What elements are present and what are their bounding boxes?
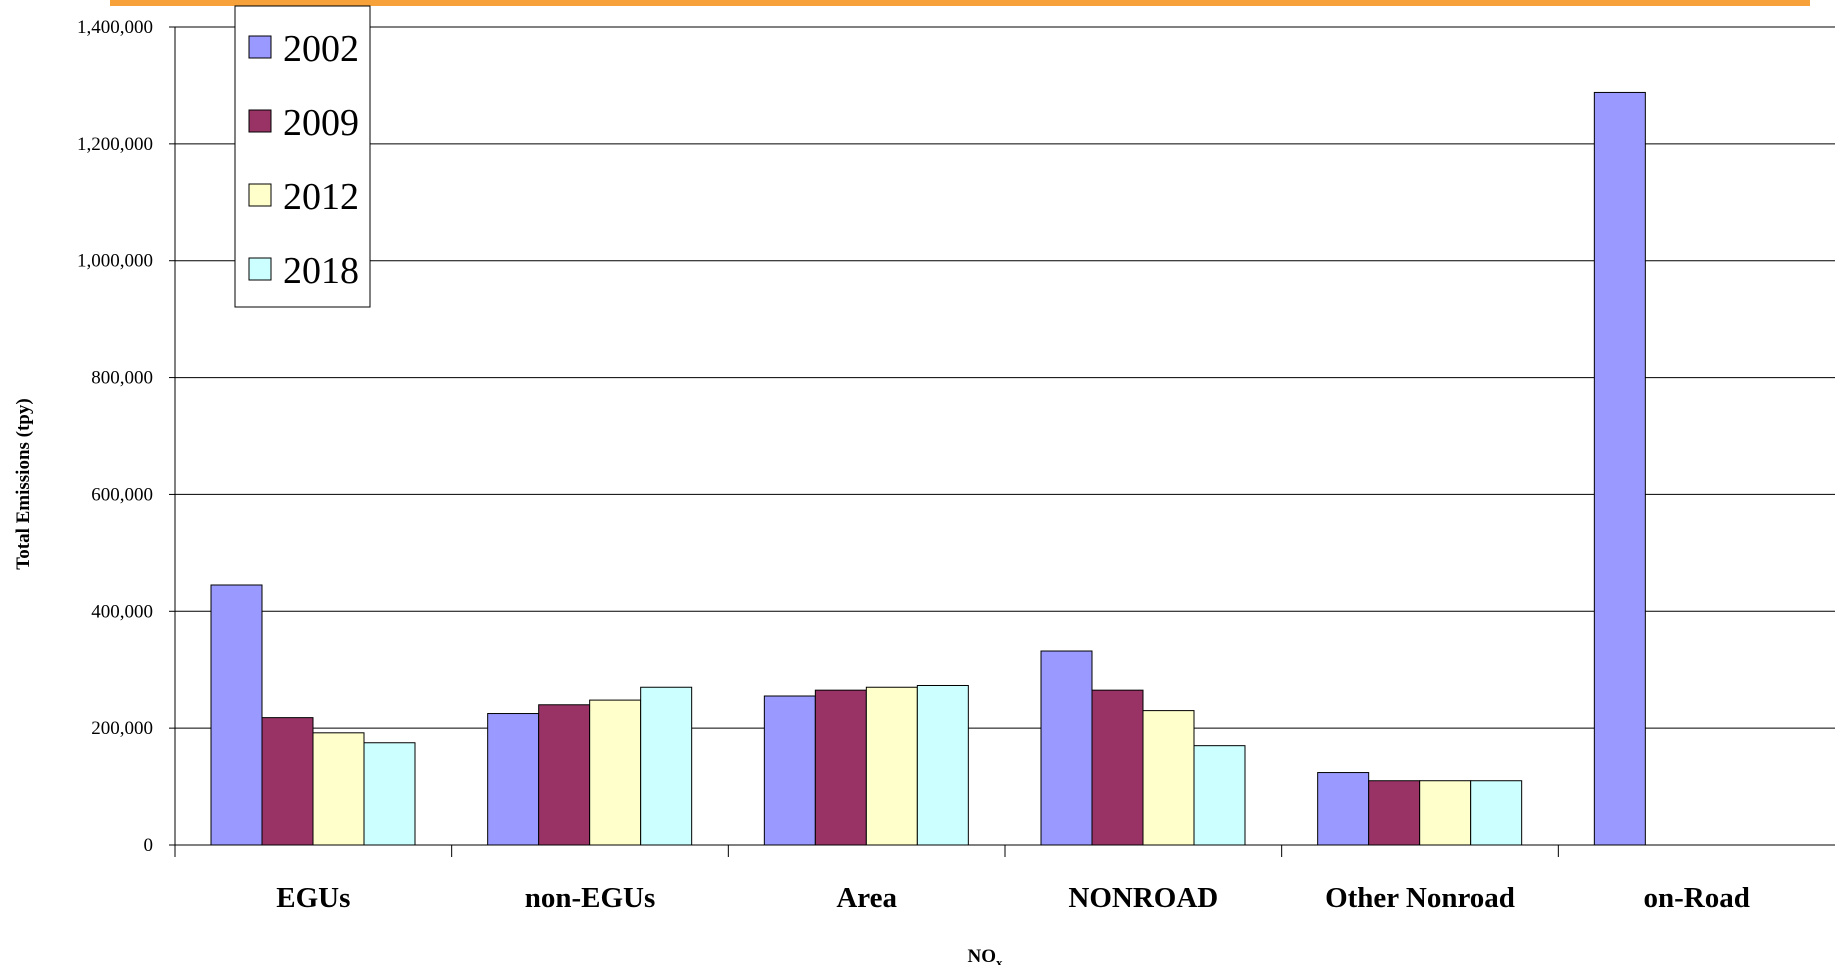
y-tick-label: 0 bbox=[144, 835, 154, 856]
x-category-label: on-Road bbox=[1643, 882, 1749, 914]
bar-2009-nonroad bbox=[1091, 689, 1144, 846]
bar-2009-area bbox=[814, 689, 867, 846]
x-category-label: EGUs bbox=[276, 882, 350, 914]
y-axis-label: Total Emissions (tpy) bbox=[13, 398, 34, 569]
y-tick-label: 1,000,000 bbox=[77, 251, 153, 272]
y-tick-label: 400,000 bbox=[91, 601, 153, 622]
legend-label: 2009 bbox=[283, 102, 359, 144]
x-category-labels: EGUs non-EGUs Area NONROAD Other Nonroad on-R… bbox=[276, 882, 1750, 914]
bar-2018-egus bbox=[363, 742, 416, 846]
bar-2018-non-egus bbox=[640, 686, 693, 846]
x-axis-label-subscript: x bbox=[996, 955, 1003, 965]
x-axis-label: NOx bbox=[968, 946, 1004, 965]
legend-label: 2018 bbox=[283, 250, 359, 292]
y-tick-label: 1,400,000 bbox=[77, 17, 153, 38]
y-tick-label: 200,000 bbox=[91, 718, 153, 739]
legend-label: 2002 bbox=[283, 28, 359, 70]
x-category-label: non-EGUs bbox=[525, 882, 656, 914]
bar-2012-nonroad bbox=[1142, 710, 1195, 846]
bar-series bbox=[210, 91, 1646, 846]
bar-2002-nonroad bbox=[1040, 650, 1093, 846]
top-accent-bar bbox=[110, 0, 1810, 6]
x-category-label: Other Nonroad bbox=[1325, 882, 1515, 914]
legend-swatch bbox=[248, 35, 272, 59]
legend: 2002 2009 2012 2018 bbox=[234, 5, 371, 308]
legend-swatch bbox=[248, 183, 272, 207]
bar-2009-non-egus bbox=[538, 704, 591, 846]
y-tick-labels: 0 200,000 400,000 600,000 800,000 1,000,000 1,… bbox=[77, 17, 153, 856]
bar-2012-non-egus bbox=[589, 699, 642, 846]
y-tick-label: 1,200,000 bbox=[77, 134, 153, 155]
bar-2002-egus bbox=[210, 584, 263, 846]
bar-2009-egus bbox=[261, 717, 314, 846]
bar-2002-on-road bbox=[1593, 91, 1646, 846]
y-tick-label: 600,000 bbox=[91, 484, 153, 505]
bar-2012-egus bbox=[312, 732, 365, 846]
x-category-label: NONROAD bbox=[1068, 882, 1218, 914]
gridlines bbox=[175, 26, 1835, 729]
axes bbox=[169, 26, 1835, 857]
bar-2012-area bbox=[865, 686, 918, 846]
bar-2018-nonroad bbox=[1193, 745, 1246, 846]
bar-2012-other-nonroad bbox=[1419, 780, 1472, 846]
bar-2018-other-nonroad bbox=[1470, 780, 1523, 846]
bar-2009-other-nonroad bbox=[1368, 780, 1421, 846]
legend-label: 2012 bbox=[283, 176, 359, 218]
legend-swatch bbox=[248, 257, 272, 281]
bar-2002-area bbox=[763, 695, 816, 846]
x-axis-label-main: NO bbox=[968, 946, 997, 965]
y-tick-label: 800,000 bbox=[91, 368, 153, 389]
legend-swatch bbox=[248, 109, 272, 133]
bar-2002-non-egus bbox=[487, 713, 540, 846]
x-category-label: Area bbox=[836, 882, 897, 914]
bar-2018-area bbox=[916, 684, 969, 846]
bar-2002-other-nonroad bbox=[1317, 772, 1370, 846]
